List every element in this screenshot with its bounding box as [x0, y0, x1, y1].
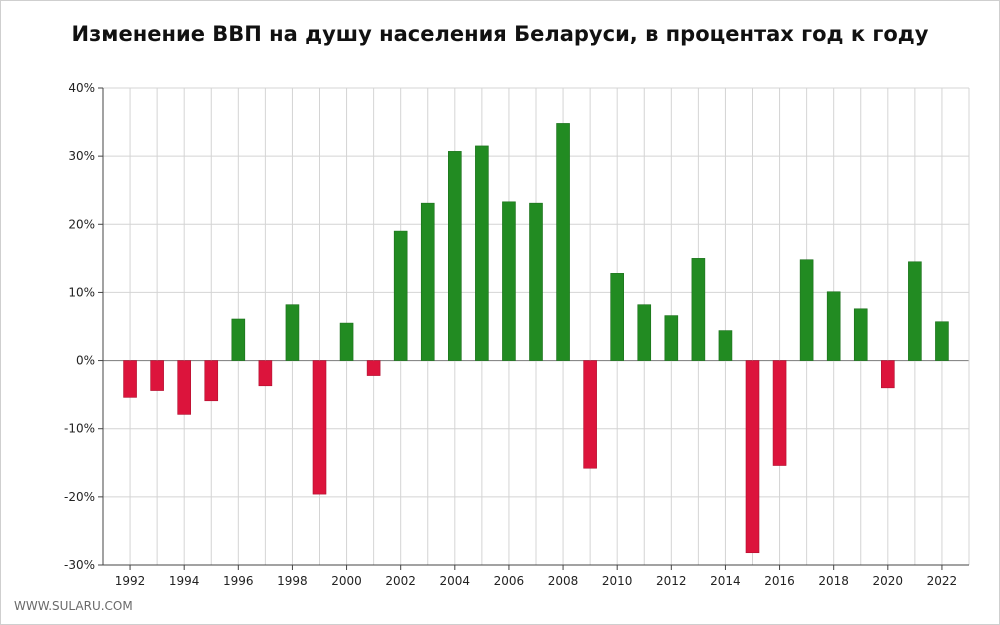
bar-2014: [718, 330, 733, 361]
bar-2009: [583, 360, 597, 469]
y-tick-label: 40%: [68, 81, 95, 95]
x-tick-label: 1998: [277, 574, 308, 588]
bar-2010: [610, 273, 624, 361]
x-tick-label: 1994: [169, 574, 200, 588]
bar-1995: [204, 360, 219, 402]
y-tick-label: 20%: [68, 217, 95, 231]
x-tick-label: 2016: [764, 574, 795, 588]
bar-2004: [448, 151, 462, 361]
bar-2013: [691, 258, 706, 361]
bar-2020: [881, 360, 895, 389]
x-tick-label: 2010: [602, 574, 633, 588]
bar-2018: [826, 291, 841, 361]
bar-2017: [799, 259, 814, 361]
bar-2002: [393, 230, 408, 361]
bar-2008: [556, 123, 570, 361]
bar-2001: [366, 360, 381, 376]
y-tick-label: 10%: [68, 285, 95, 299]
bar-1994: [177, 360, 191, 415]
x-tick-label: 2012: [656, 574, 687, 588]
bar-2016: [772, 360, 787, 466]
bar-2011: [637, 304, 652, 361]
bar-1992: [123, 360, 137, 398]
bar-2000: [339, 322, 354, 361]
x-tick-label: 2022: [927, 574, 958, 588]
bar-2022: [935, 321, 949, 361]
x-tick-label: 2002: [385, 574, 416, 588]
y-tick-label: -30%: [64, 558, 95, 572]
watermark-text: WWW.SULARU.COM: [14, 599, 133, 613]
y-tick-label: 0%: [76, 354, 95, 368]
x-tick-label: 2014: [710, 574, 741, 588]
x-tick-label: 2004: [440, 574, 471, 588]
bar-1997: [258, 360, 273, 387]
bar-2019: [853, 308, 868, 361]
bar-1993: [150, 360, 164, 391]
x-tick-label: 2020: [873, 574, 904, 588]
y-tick-label: -10%: [64, 422, 95, 436]
bar-2003: [420, 202, 435, 361]
x-tick-label: 1992: [115, 574, 146, 588]
y-tick-label: -20%: [64, 490, 95, 504]
bar-2021: [908, 261, 922, 361]
bar-1996: [231, 318, 246, 361]
bar-2015: [745, 360, 760, 554]
x-tick-label: 2006: [494, 574, 525, 588]
bar-2006: [502, 201, 516, 361]
x-tick-label: 2000: [331, 574, 362, 588]
y-tick-label: 30%: [68, 149, 95, 163]
bar-1998: [285, 304, 300, 361]
bar-2007: [529, 202, 543, 361]
bar-1999: [312, 360, 327, 495]
x-tick-label: 2008: [548, 574, 579, 588]
x-tick-label: 1996: [223, 574, 254, 588]
bar-2012: [664, 315, 679, 361]
bar-2005: [475, 145, 489, 361]
x-tick-label: 2018: [818, 574, 849, 588]
chart-title: Изменение ВВП на душу населения Беларуси…: [71, 22, 929, 46]
